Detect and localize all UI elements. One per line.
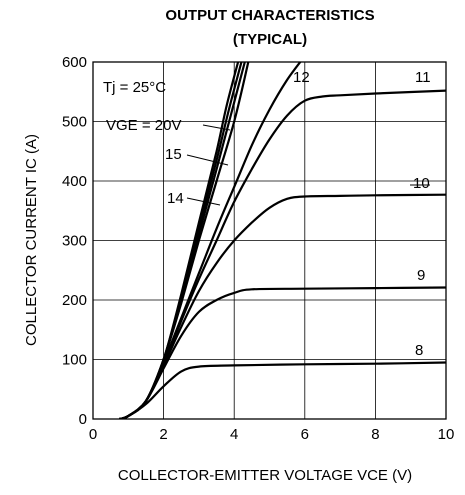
chart-title: OUTPUT CHARACTERISTICS bbox=[165, 7, 374, 24]
y-tick-label: 500 bbox=[62, 114, 87, 131]
y-tick-label: 200 bbox=[62, 292, 87, 309]
series-line-10 bbox=[119, 193, 446, 419]
x-tick-label: 0 bbox=[89, 426, 97, 443]
y-tick-label: 300 bbox=[62, 233, 87, 250]
x-tick-label: 8 bbox=[371, 426, 379, 443]
x-axis-label: COLLECTOR-EMITTER VOLTAGE VCE (V) bbox=[118, 467, 412, 484]
series-line-11 bbox=[119, 89, 446, 419]
y-tick-label: 100 bbox=[62, 352, 87, 369]
plot-frame bbox=[92, 61, 447, 420]
curve-label-9: 9 bbox=[417, 267, 425, 284]
leader-15 bbox=[186, 154, 229, 166]
curve-labels: 8 9 10 11 12 14 15 Tj = 25°C VGE = 20V bbox=[103, 69, 431, 359]
x-tick-label: 2 bbox=[159, 426, 167, 443]
chart-subtitle: (TYPICAL) bbox=[233, 31, 307, 48]
series-line-vge-20v bbox=[119, 62, 240, 419]
y-tick-label: 0 bbox=[79, 411, 87, 428]
leader-14 bbox=[186, 197, 221, 206]
plot-curves bbox=[119, 62, 446, 419]
leader-vge bbox=[202, 124, 231, 131]
tj-annotation: Tj = 25°C bbox=[103, 79, 166, 96]
x-tick-label: 4 bbox=[230, 426, 238, 443]
curve-label-14: 14 bbox=[167, 190, 184, 207]
curve-label-10: 10 bbox=[413, 175, 430, 192]
y-tick-label: 600 bbox=[62, 54, 87, 71]
x-tick-label: 10 bbox=[438, 426, 455, 443]
curve-label-12: 12 bbox=[293, 69, 310, 86]
vge-annotation: VGE = 20V bbox=[106, 117, 181, 134]
y-axis-label: COLLECTOR CURRENT IC (A) bbox=[23, 134, 40, 346]
curve-label-15: 15 bbox=[165, 146, 182, 163]
x-tick-label: 6 bbox=[301, 426, 309, 443]
y-tick-label: 400 bbox=[62, 173, 87, 190]
curve-label-11: 11 bbox=[415, 69, 431, 86]
series-line-8 bbox=[119, 361, 446, 419]
curve-label-8: 8 bbox=[415, 342, 423, 359]
